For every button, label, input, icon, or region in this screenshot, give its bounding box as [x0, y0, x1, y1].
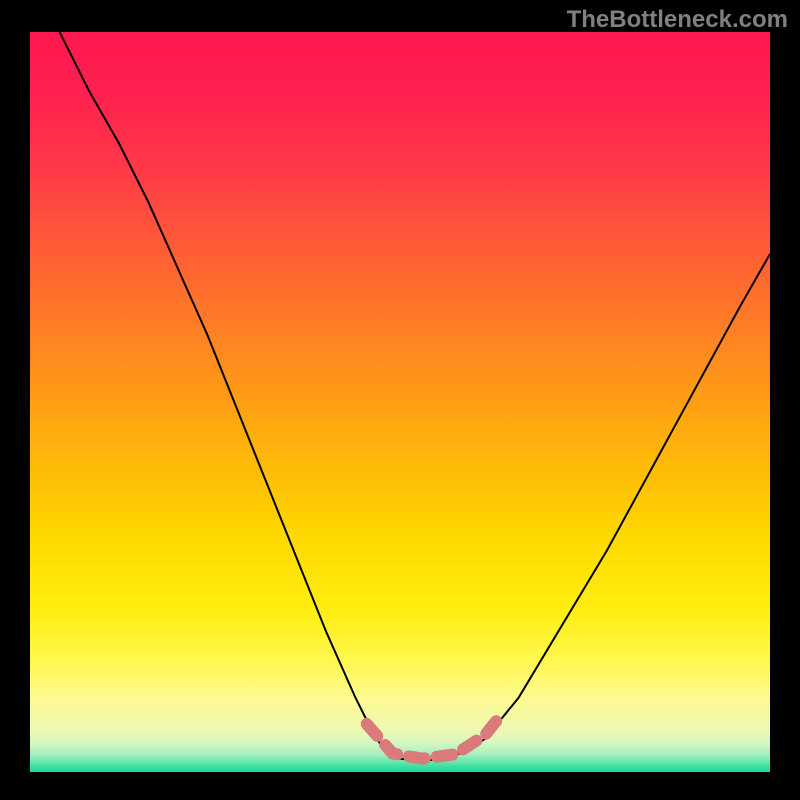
gradient-background [30, 32, 770, 772]
watermark: TheBottleneck.com [567, 6, 788, 34]
chart-svg [30, 32, 770, 772]
plot-area [30, 32, 770, 772]
chart-container: TheBottleneck.com [0, 0, 800, 800]
